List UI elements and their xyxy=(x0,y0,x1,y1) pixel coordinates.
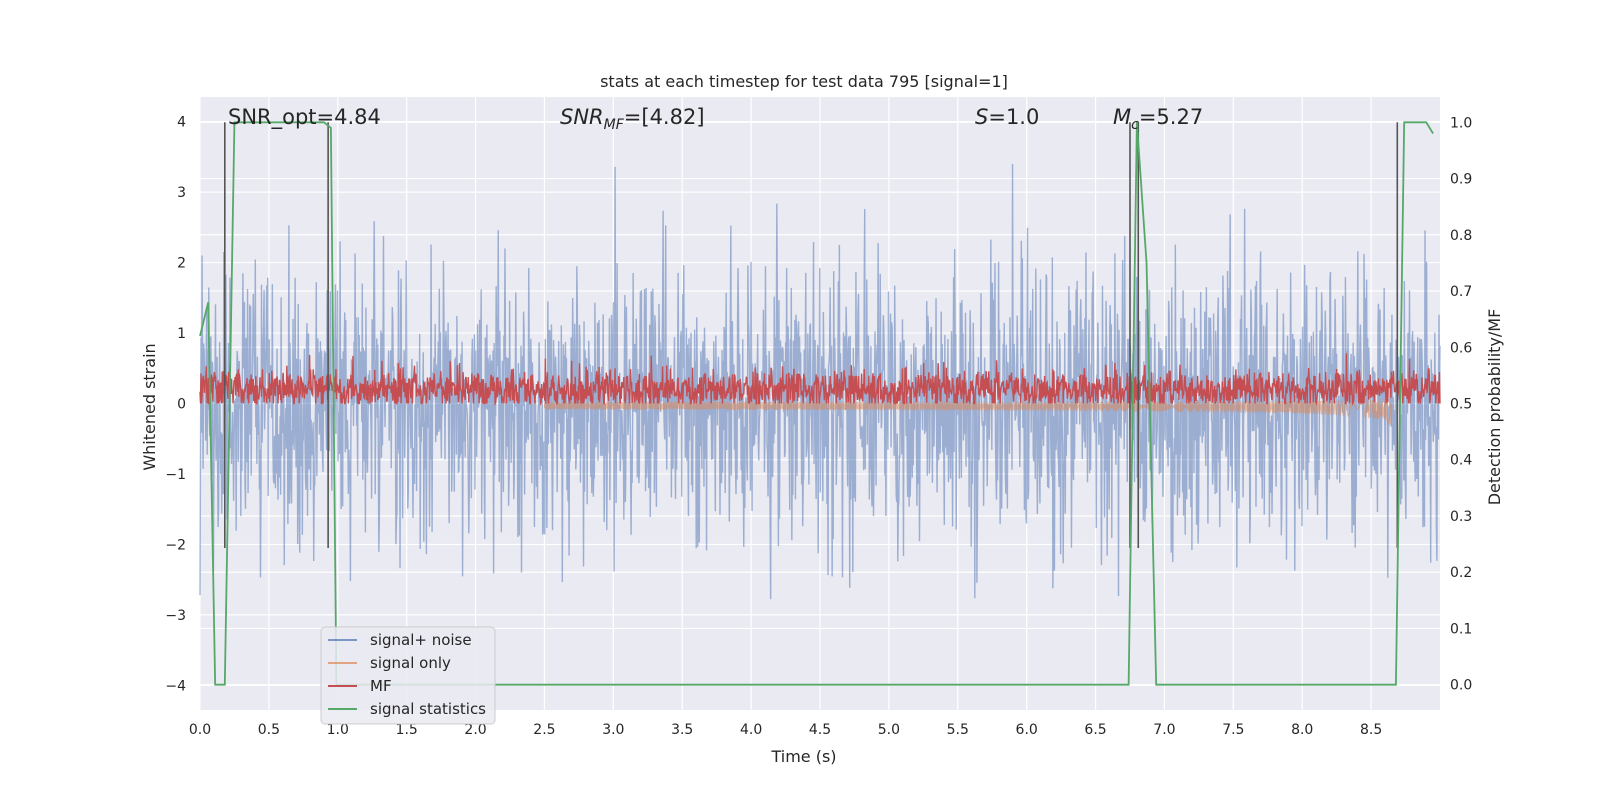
legend-box xyxy=(320,626,496,725)
y-right-tick-label: 0.5 xyxy=(1450,397,1472,413)
y-left-tick-label: −1 xyxy=(165,467,186,483)
x-tick-label: 5.0 xyxy=(878,722,900,738)
y-right-tick-label: 0.1 xyxy=(1450,621,1472,637)
legend-label: signal+ noise xyxy=(370,631,472,649)
y-left-tick-label: 0 xyxy=(177,397,186,413)
legend-label: MF xyxy=(370,677,392,695)
y-right-tick-label: 0.4 xyxy=(1450,453,1472,469)
y-right-tick-label: 0.2 xyxy=(1450,565,1472,581)
y-left-tick-label: −3 xyxy=(165,608,186,624)
x-tick-label: 4.0 xyxy=(740,722,762,738)
x-tick-label: 3.5 xyxy=(671,722,693,738)
x-tick-label: 6.0 xyxy=(1016,722,1038,738)
annotation-snr-opt: SNR_opt=4.84 xyxy=(228,105,381,130)
y-right-tick-label: 0.8 xyxy=(1450,228,1472,244)
x-tick-label: 3.0 xyxy=(602,722,624,738)
x-tick-label: 0.5 xyxy=(258,722,280,738)
legend-label: signal statistics xyxy=(370,700,486,718)
annotation-mc: Mc=5.27 xyxy=(1113,105,1203,133)
y-right-tick-label: 0.7 xyxy=(1450,284,1472,300)
annotation-s: S=1.0 xyxy=(975,105,1039,129)
x-axis-label: Time (s) xyxy=(770,747,836,766)
y-left-tick-label: −2 xyxy=(165,537,186,553)
x-tick-label: 4.5 xyxy=(809,722,831,738)
x-tick-label: 8.0 xyxy=(1291,722,1313,738)
legend: signal+ noise signal only MF signal statist… xyxy=(320,626,496,725)
y-right-tick-label: 1.0 xyxy=(1450,115,1472,131)
x-tick-label: 1.0 xyxy=(327,722,349,738)
annotation-snr-mf: SNRMF=[4.82] xyxy=(560,105,705,133)
x-tick-label: 2.0 xyxy=(464,722,486,738)
y-left-tick-label: 1 xyxy=(177,326,186,342)
y-axis-left-label: Whitened strain xyxy=(140,343,159,470)
x-tick-label: 5.5 xyxy=(947,722,969,738)
x-tick-label: 7.0 xyxy=(1153,722,1175,738)
y-axis-right-label: Detection probability/MF xyxy=(1485,309,1504,506)
x-tick-label: 1.5 xyxy=(396,722,418,738)
tick-labels: 0.0 0.5 1.0 1.5 2.0 2.5 3.0 3.5 4.0 4.5 5.0 5.5 6.0 6… xyxy=(165,115,1472,738)
x-tick-label: 8.5 xyxy=(1360,722,1382,738)
y-left-tick-label: 4 xyxy=(177,115,186,131)
x-tick-label: 0.0 xyxy=(189,722,211,738)
series-signal-only-line xyxy=(543,397,1393,427)
x-tick-label: 7.5 xyxy=(1222,722,1244,738)
x-tick-label: 6.5 xyxy=(1084,722,1106,738)
x-tick-label: 2.5 xyxy=(533,722,555,738)
chart-title: stats at each timestep for test data 795… xyxy=(600,72,1008,91)
y-left-tick-label: 2 xyxy=(177,256,186,272)
y-right-tick-label: 0.3 xyxy=(1450,509,1472,525)
series-mf-line xyxy=(199,353,1441,407)
y-right-tick-label: 0.6 xyxy=(1450,340,1472,356)
series-signal-noise-line xyxy=(199,163,1441,600)
y-left-tick-label: −4 xyxy=(165,678,186,694)
y-right-tick-label: 0.0 xyxy=(1450,678,1472,694)
series-group xyxy=(199,163,1441,600)
annotations: SNR_opt=4.84 SNRMF=[4.82] S=1.0 Mc=5.27 xyxy=(228,105,1203,133)
y-right-tick-label: 0.9 xyxy=(1450,172,1472,188)
legend-label: signal only xyxy=(370,654,451,672)
y-left-tick-label: 3 xyxy=(177,185,186,201)
